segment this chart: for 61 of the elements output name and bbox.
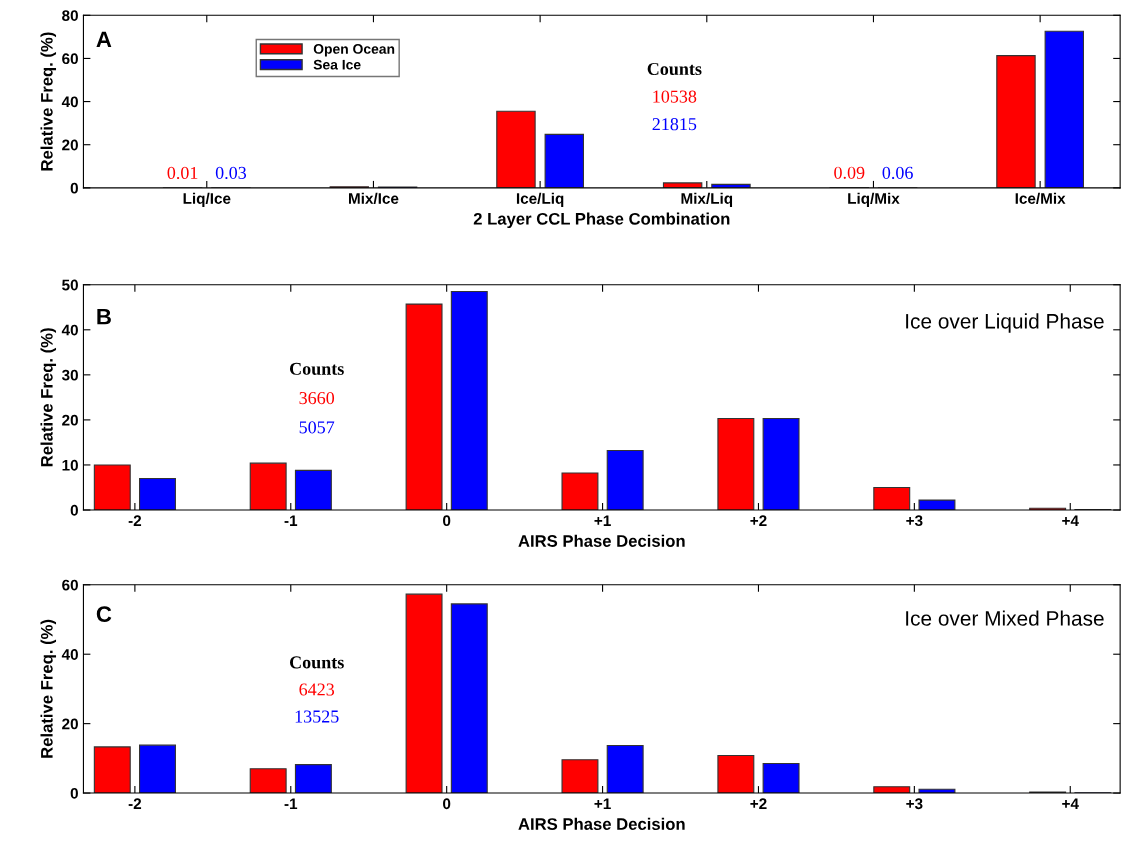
y-tick-label: 60	[62, 579, 78, 591]
x-tick-label: +2	[750, 515, 767, 526]
annotation: Ice over Mixed Phase	[906, 610, 1104, 626]
x-tick-label: 0	[443, 515, 451, 527]
x-axis-title: AIRS Phase Decision	[518, 534, 685, 547]
y-tick-label: 30	[61, 369, 78, 381]
y-tick-label: 60	[62, 53, 78, 65]
x-tick-label: +4	[1062, 515, 1079, 526]
x-tick-label: Mix/Ice	[349, 192, 399, 205]
annotation: 10538	[653, 90, 697, 103]
annotation: 5057	[299, 421, 335, 434]
y-tick-label: 40	[61, 324, 78, 336]
data-label: 0.09	[834, 166, 865, 179]
x-tick-label: +4	[1062, 798, 1079, 809]
x-tick-label: Mix/Liq	[681, 192, 733, 207]
x-tick-label: 0	[443, 798, 451, 810]
x-tick-label: Ice/Mix	[1015, 192, 1066, 205]
y-axis-title: Relative Freq. (%)	[40, 619, 57, 758]
annotation: 21815	[652, 118, 697, 131]
x-tick-label: +3	[906, 515, 923, 527]
x-tick-label: -2	[128, 515, 142, 526]
x-tick-label: Ice/Liq	[516, 192, 564, 207]
annotation: 6423	[299, 683, 335, 696]
x-axis-title: AIRS Phase Decision	[518, 817, 685, 830]
x-tick-label: -1	[284, 798, 298, 809]
x-tick-label: -1	[284, 515, 298, 526]
y-tick-label: 80	[62, 10, 78, 21]
data-label: 0.01	[167, 166, 198, 180]
annotation: 13525	[295, 710, 339, 723]
y-tick-label: 40	[61, 649, 78, 660]
legend-label: Open Ocean	[313, 44, 395, 57]
x-tick-label: +3	[906, 798, 923, 810]
x-tick-label: -2	[128, 798, 142, 809]
annotation: 3660	[299, 391, 335, 405]
y-tick-label: 10	[62, 459, 78, 471]
annotation: Counts	[289, 362, 344, 375]
y-tick-label: 40	[61, 96, 78, 108]
legend-label: Sea Ice	[313, 59, 361, 70]
annotation: C	[96, 606, 112, 622]
x-tick-label: Liq/Mix	[848, 192, 900, 207]
annotation: A	[96, 31, 112, 47]
y-tick-label: 0	[70, 504, 78, 516]
y-axis-title: Relative Freq. (%)	[40, 32, 57, 171]
data-label: 0.03	[215, 166, 247, 180]
x-tick-label: +2	[750, 798, 767, 809]
data-label: 0.06	[882, 166, 913, 179]
y-tick-label: 0	[70, 787, 78, 799]
y-tick-label: 50	[62, 279, 78, 291]
y-tick-label: 20	[62, 139, 78, 151]
annotation: Ice over Liquid Phase	[906, 313, 1104, 333]
y-tick-label: 0	[70, 182, 78, 194]
y-tick-label: 20	[62, 414, 78, 426]
x-tick-label: Liq/Ice	[183, 192, 231, 207]
x-tick-label: +1	[594, 798, 611, 809]
annotation: B	[97, 309, 111, 325]
y-axis-title: Relative Freq. (%)	[40, 328, 57, 467]
annotation: Counts	[289, 656, 344, 669]
x-axis-title: 2 Layer CCL Phase Combination	[473, 212, 730, 229]
annotation: Counts	[647, 62, 702, 76]
y-tick-label: 20	[62, 718, 78, 730]
x-tick-label: +1	[594, 515, 611, 526]
